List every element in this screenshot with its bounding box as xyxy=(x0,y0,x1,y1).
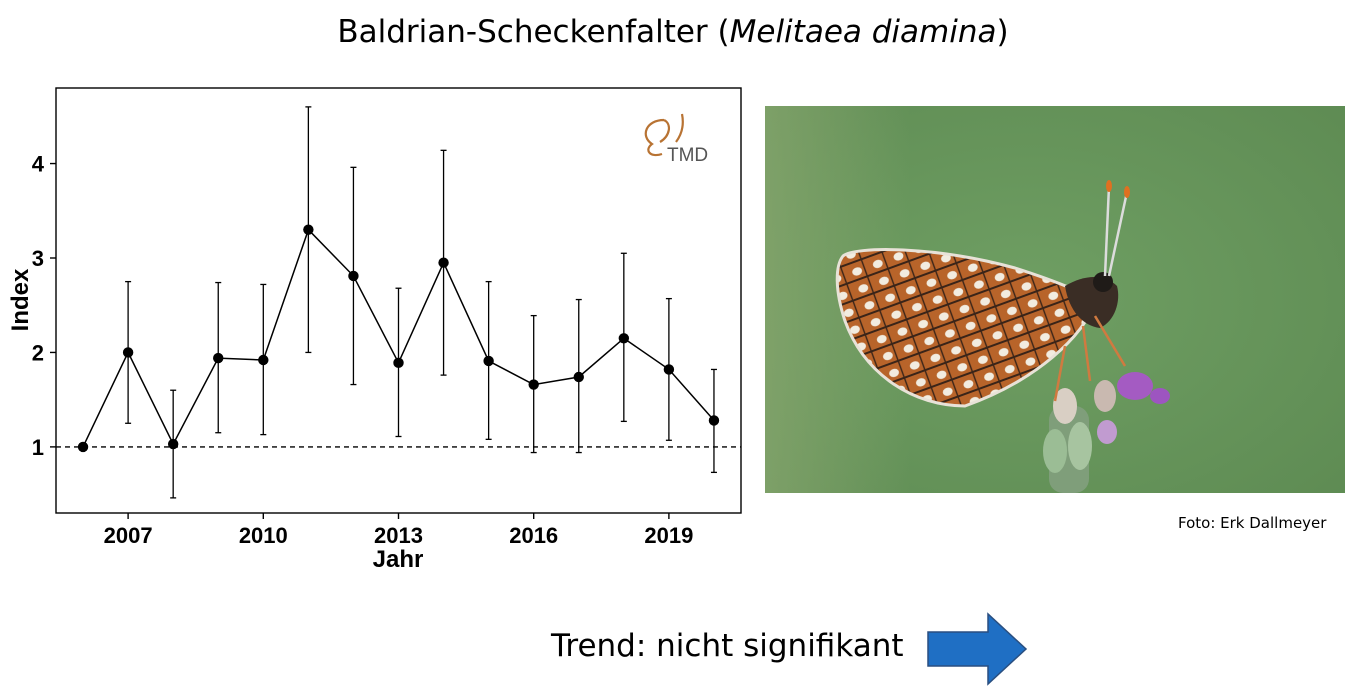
flower-stem xyxy=(1043,372,1170,493)
y-axis-label: Index xyxy=(7,268,34,331)
data-point xyxy=(303,224,314,235)
title-species: Melitaea diamina xyxy=(729,14,997,50)
trend-label: Trend: nicht signifikant xyxy=(551,628,904,664)
x-tick-label: 2016 xyxy=(509,523,558,548)
data-point xyxy=(528,379,539,390)
logo-text: TMD xyxy=(667,145,708,166)
data-point xyxy=(573,371,584,383)
y-tick-label: 1 xyxy=(32,435,44,460)
data-point xyxy=(663,364,675,375)
data-point xyxy=(167,438,179,450)
data-point xyxy=(258,354,269,366)
axis-ticks: 1 2 3 4 2007 2010 2013 2016 2019 xyxy=(32,152,694,548)
photo-credit: Foto: Erk Dallmeyer xyxy=(1178,514,1327,532)
data-points xyxy=(77,224,720,453)
x-tick-label: 2010 xyxy=(239,523,288,548)
tmd-logo: TMD xyxy=(644,113,708,166)
y-tick-label: 3 xyxy=(32,246,44,271)
data-point xyxy=(708,415,720,426)
x-axis-label: Jahr xyxy=(373,546,424,573)
butterfly-logo-icon xyxy=(644,113,684,157)
title-close: ) xyxy=(996,14,1009,50)
data-point xyxy=(618,333,630,344)
data-point xyxy=(483,355,494,367)
title-main: Baldrian-Scheckenfalter ( xyxy=(337,14,730,50)
x-tick-label: 2007 xyxy=(104,523,153,548)
x-tick-label: 2013 xyxy=(374,523,423,548)
trend-arrow-icon xyxy=(927,612,1028,686)
data-point xyxy=(348,270,359,282)
data-point xyxy=(438,257,449,268)
butterfly xyxy=(835,180,1130,408)
butterfly-photo xyxy=(765,106,1345,493)
index-chart: 1 2 3 4 2007 2010 2013 2016 2019 Jahr Index TMD xyxy=(7,87,742,573)
data-point xyxy=(122,347,134,358)
y-tick-label: 4 xyxy=(32,152,45,177)
data-point xyxy=(213,352,224,364)
page-title: Baldrian-Scheckenfalter (Melitaea diamin… xyxy=(0,14,1346,50)
x-tick-label: 2019 xyxy=(644,523,693,548)
data-point xyxy=(77,441,89,453)
data-point xyxy=(393,357,404,369)
y-tick-label: 2 xyxy=(32,340,44,365)
